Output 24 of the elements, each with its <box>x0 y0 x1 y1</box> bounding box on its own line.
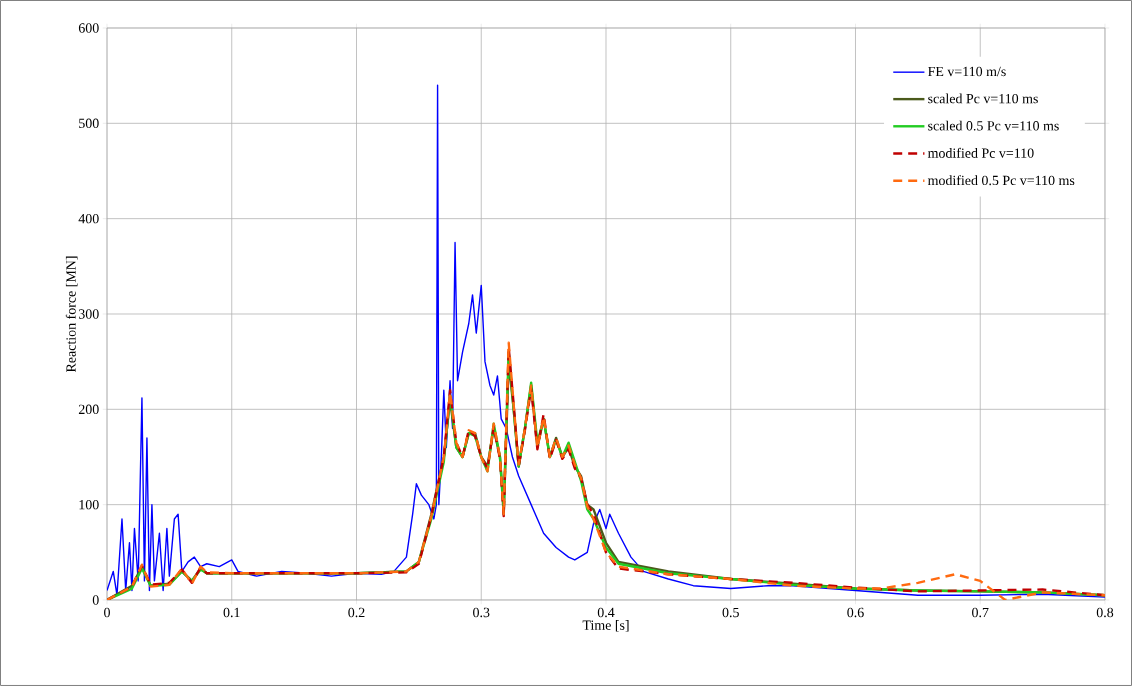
x-tick-label: 0.5 <box>722 607 739 618</box>
y-tick-label: 500 <box>79 118 99 129</box>
y-tick-label: 400 <box>78 213 99 224</box>
line-series <box>107 84 1105 598</box>
x-tick-label: 0.8 <box>1096 607 1114 618</box>
y-tick-label: 600 <box>78 23 99 33</box>
y-axis-title: Reaction force [MN] <box>65 256 78 373</box>
legend-label: scaled Pc v=110 ms <box>928 93 1038 104</box>
legend-label: scaled 0.5 Pc v=110 ms <box>928 120 1059 131</box>
y-tick-label: 0 <box>92 595 99 605</box>
legend-label: FE v=110 m/s <box>928 66 1006 77</box>
y-tick-label: 200 <box>78 404 99 415</box>
x-tick-label: 0.6 <box>847 607 864 618</box>
legend-label: modified 0.5 Pc v=110 ms <box>927 175 1075 186</box>
x-tick-label: 0.2 <box>348 607 365 618</box>
x-tick-label: 0.4 <box>597 607 615 618</box>
y-tick-label: 300 <box>78 309 99 319</box>
legend-label: modified Pc v=110 <box>927 147 1034 158</box>
x-tick-label: 0.3 <box>473 607 490 618</box>
y-tick-label: 100 <box>79 499 99 510</box>
x-tick-label: 0.1 <box>223 607 240 618</box>
x-tick-label: 0.7 <box>972 607 989 618</box>
x-tick-label: 0 <box>104 607 110 618</box>
x-axis-title: Time [s] <box>582 620 629 632</box>
